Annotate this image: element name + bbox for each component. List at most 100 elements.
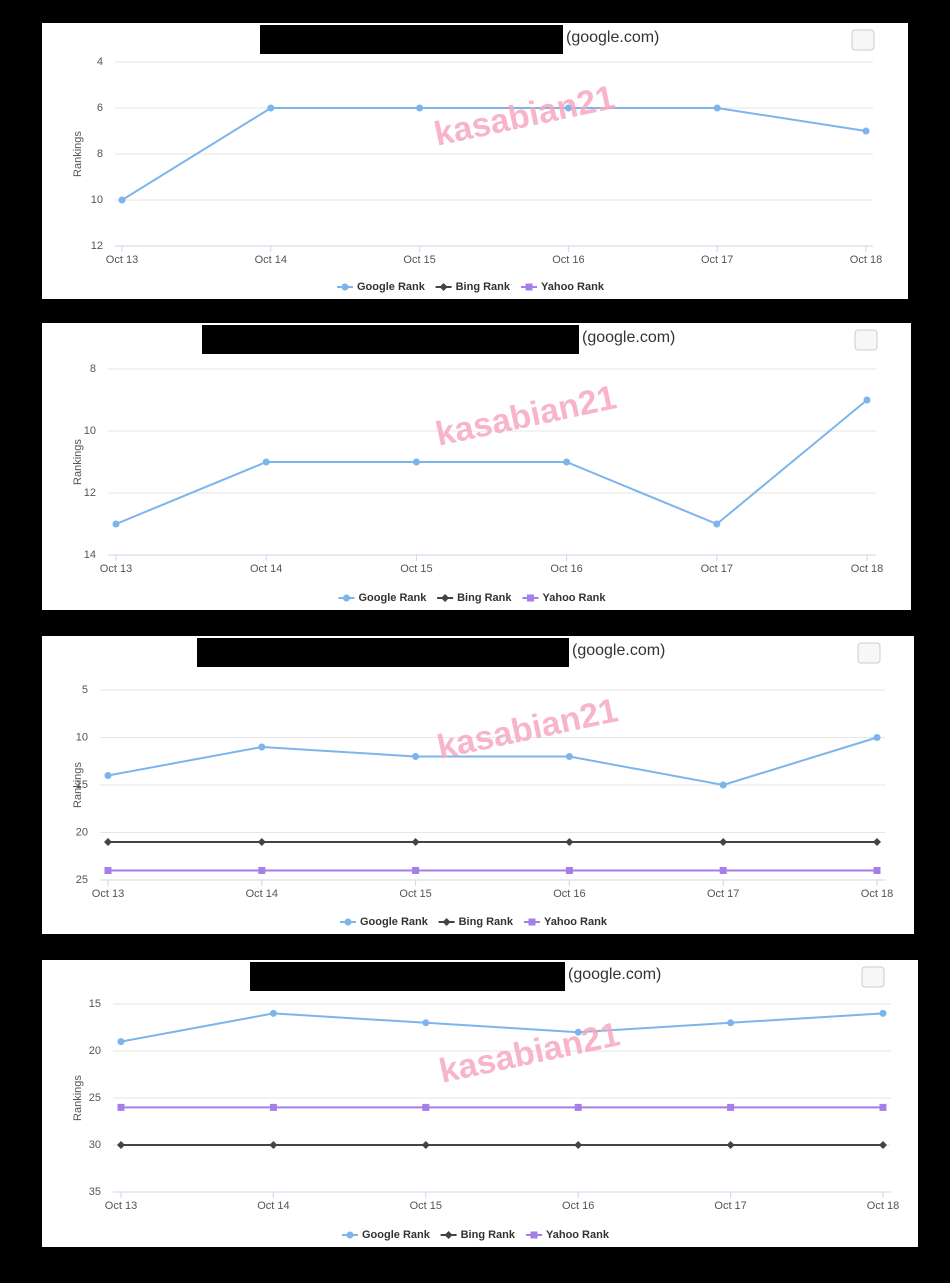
legend-label: Yahoo Rank	[546, 1229, 610, 1241]
point	[412, 753, 420, 760]
legend-label: Yahoo Rank	[544, 916, 608, 928]
legend-item[interactable]: Bing Rank	[438, 916, 514, 928]
legend-item[interactable]: Yahoo Rank	[522, 592, 607, 604]
x-tick-label: Oct 16	[562, 1200, 594, 1212]
point	[565, 867, 573, 874]
y-tick-label: 10	[84, 425, 96, 437]
point	[104, 838, 112, 846]
legend-item[interactable]: Google Rank	[337, 281, 426, 293]
point	[117, 1141, 125, 1149]
x-tick-label: Oct 15	[400, 563, 432, 575]
chart-title: (google.com)	[566, 29, 659, 46]
legend-item[interactable]: Bing Rank	[437, 592, 512, 604]
x-tick-label: Oct 16	[553, 888, 585, 900]
legend-item[interactable]: Google Rank	[340, 916, 429, 928]
menu-button[interactable]	[851, 29, 875, 51]
point	[719, 867, 727, 874]
chart-title: (google.com)	[582, 329, 675, 346]
y-tick-label: 35	[89, 1186, 101, 1198]
point	[873, 867, 881, 874]
legend-item[interactable]: Google Rank	[342, 1229, 431, 1241]
point	[574, 1028, 582, 1036]
y-tick-label: 10	[91, 194, 103, 206]
point	[713, 104, 721, 112]
legend-label: Bing Rank	[456, 281, 511, 293]
legend-marker	[441, 594, 450, 602]
x-tick-label: Oct 14	[250, 563, 282, 575]
y-tick-label: 25	[89, 1092, 101, 1104]
point	[873, 734, 881, 741]
point	[416, 104, 424, 112]
y-tick-label: 8	[90, 363, 96, 375]
point	[269, 1103, 277, 1111]
legend-item[interactable]: Bing Rank	[435, 281, 511, 293]
x-tick-label: Oct 14	[257, 1200, 289, 1212]
panel	[42, 323, 911, 610]
point	[258, 867, 266, 874]
point	[257, 838, 266, 846]
y-axis-label: Rankings	[72, 762, 84, 808]
redaction	[202, 325, 579, 354]
legend-label: Google Rank	[362, 1229, 431, 1241]
legend-item[interactable]: Yahoo Rank	[524, 916, 608, 928]
point	[564, 104, 572, 112]
y-tick-label: 12	[84, 487, 96, 499]
legend-marker	[343, 594, 350, 602]
legend-label: Google Rank	[357, 281, 426, 293]
x-tick-label: Oct 18	[867, 1200, 899, 1212]
x-tick-label: Oct 13	[105, 1200, 137, 1212]
legend-item[interactable]: Yahoo Rank	[526, 1229, 610, 1241]
point	[727, 1103, 735, 1111]
point	[412, 867, 420, 874]
legend-marker	[444, 1231, 453, 1239]
x-tick-label: Oct 17	[714, 1200, 746, 1212]
point	[862, 127, 870, 135]
point	[727, 1019, 735, 1027]
legend-marker	[341, 283, 349, 291]
legend-marker	[525, 283, 533, 291]
point	[117, 1038, 125, 1046]
legend-marker	[527, 594, 534, 602]
point	[269, 1009, 277, 1017]
menu-button[interactable]	[861, 966, 885, 988]
point	[574, 1103, 582, 1111]
redaction	[250, 962, 565, 991]
point	[863, 396, 871, 404]
y-axis-label: Rankings	[72, 131, 84, 177]
y-tick-label: 6	[97, 102, 103, 114]
y-tick-label: 14	[84, 549, 96, 561]
legend-marker	[439, 283, 448, 291]
series-line	[121, 107, 867, 201]
y-tick-label: 4	[97, 56, 103, 68]
legend-item[interactable]: Google Rank	[338, 592, 428, 604]
x-tick-label: Oct 18	[861, 888, 893, 900]
redaction	[197, 638, 569, 667]
point	[563, 458, 571, 466]
legend-item[interactable]: Yahoo Rank	[521, 281, 605, 293]
point	[411, 838, 420, 846]
x-tick-label: Oct 13	[106, 254, 138, 266]
point	[112, 520, 120, 528]
point	[719, 838, 728, 846]
y-tick-label: 25	[76, 874, 88, 886]
point	[574, 1141, 583, 1149]
point	[719, 781, 727, 789]
x-tick-label: Oct 15	[403, 254, 435, 266]
menu-button[interactable]	[854, 329, 878, 351]
y-tick-label: 10	[76, 731, 88, 743]
series-line	[107, 736, 878, 787]
y-tick-label: 20	[76, 826, 88, 838]
legend-label: Google Rank	[360, 916, 429, 928]
point	[117, 1103, 125, 1111]
legend-item[interactable]: Bing Rank	[440, 1229, 516, 1241]
series-line	[115, 399, 868, 526]
y-tick-label: 20	[89, 1045, 101, 1057]
point	[879, 1141, 887, 1149]
x-tick-label: Oct 16	[550, 563, 582, 575]
legend-marker	[530, 1231, 538, 1239]
x-tick-label: Oct 14	[246, 888, 278, 900]
legend-label: Yahoo Rank	[543, 592, 607, 604]
menu-button[interactable]	[857, 642, 881, 664]
legend-marker	[442, 918, 451, 926]
